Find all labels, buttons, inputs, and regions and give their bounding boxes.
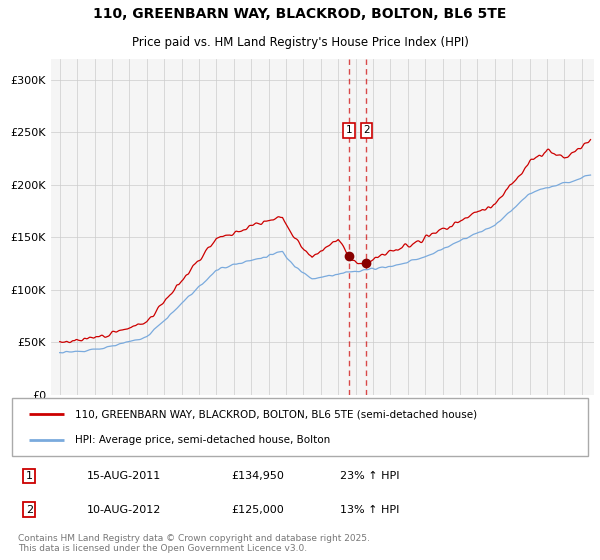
Text: 2: 2 [26, 505, 33, 515]
Text: 13% ↑ HPI: 13% ↑ HPI [340, 505, 400, 515]
Text: 10-AUG-2012: 10-AUG-2012 [87, 505, 161, 515]
Text: 1: 1 [26, 471, 33, 481]
Text: Price paid vs. HM Land Registry's House Price Index (HPI): Price paid vs. HM Land Registry's House … [131, 36, 469, 49]
FancyBboxPatch shape [12, 398, 588, 456]
Text: 15-AUG-2011: 15-AUG-2011 [87, 471, 161, 481]
Text: 2: 2 [363, 125, 370, 135]
Text: 23% ↑ HPI: 23% ↑ HPI [340, 471, 400, 481]
Text: £125,000: £125,000 [231, 505, 284, 515]
Text: 1: 1 [346, 125, 352, 135]
Text: 110, GREENBARN WAY, BLACKROD, BOLTON, BL6 5TE (semi-detached house): 110, GREENBARN WAY, BLACKROD, BOLTON, BL… [76, 409, 478, 419]
Text: 110, GREENBARN WAY, BLACKROD, BOLTON, BL6 5TE: 110, GREENBARN WAY, BLACKROD, BOLTON, BL… [94, 7, 506, 21]
Text: £134,950: £134,950 [231, 471, 284, 481]
Text: Contains HM Land Registry data © Crown copyright and database right 2025.
This d: Contains HM Land Registry data © Crown c… [18, 534, 370, 553]
Text: HPI: Average price, semi-detached house, Bolton: HPI: Average price, semi-detached house,… [76, 435, 331, 445]
